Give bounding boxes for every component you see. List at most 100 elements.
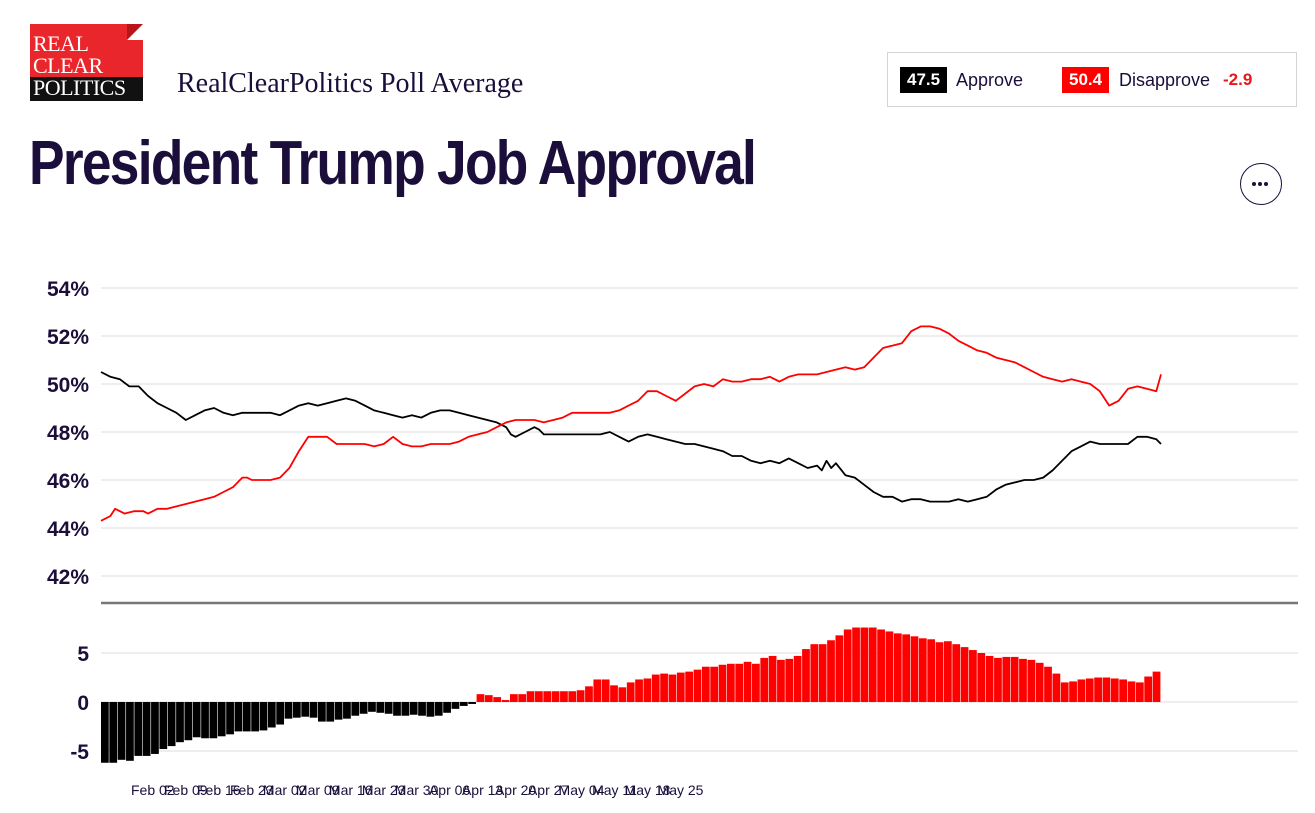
- spread-bar: [1019, 658, 1027, 702]
- spread-bar: [585, 686, 593, 702]
- spread-bar: [284, 702, 293, 719]
- spread-bar: [910, 636, 919, 702]
- spread-bar: [368, 702, 376, 712]
- x-tick-label: Mar 23: [362, 782, 406, 798]
- spread-bar: [977, 653, 986, 702]
- y-tick-label: 48%: [47, 422, 89, 445]
- spread-bar: [351, 702, 360, 716]
- spread-bar: [1085, 678, 1094, 702]
- spread-bar: [167, 702, 176, 747]
- disapprove-label: Disapprove: [1119, 70, 1211, 90]
- spread-bar: [768, 655, 777, 702]
- spread-bar: [551, 691, 560, 702]
- spread-bar: [117, 702, 126, 760]
- spread-bar-chart: 5 0 -5: [70, 627, 1298, 764]
- spread-bar: [760, 657, 769, 702]
- spread-bar: [835, 635, 844, 702]
- spread-bar: [927, 639, 936, 702]
- spread-bar: [226, 702, 234, 735]
- logo-line-1: REAL: [33, 31, 89, 56]
- spread-bar: [326, 702, 335, 722]
- spread-bar: [785, 658, 794, 702]
- spread-bar: [176, 702, 184, 743]
- spread-bar: [952, 644, 961, 702]
- spread-bar: [818, 644, 827, 702]
- spread-bar: [601, 679, 610, 702]
- x-tick-label: Apr 20: [495, 782, 536, 798]
- spread-bar: [376, 702, 385, 713]
- x-tick-label: Feb 09: [164, 782, 208, 798]
- spread-bar: [777, 659, 785, 702]
- more-horizontal-icon-dot: [1264, 182, 1268, 186]
- approval-line-chart: 54% 52% 50% 48% 46% 44% 42%: [47, 278, 1298, 605]
- spread-bar: [509, 694, 518, 702]
- spread-bar: [626, 682, 635, 702]
- x-tick-label: May 04: [559, 782, 605, 798]
- spread-bar: [1119, 679, 1128, 702]
- spread-bar: [192, 702, 201, 738]
- spread-bar: [810, 644, 819, 702]
- rcp-logo[interactable]: REAL CLEAR POLITICS: [30, 24, 143, 101]
- x-tick-label: Apr 13: [462, 782, 503, 798]
- spread-bar: [443, 702, 451, 713]
- spread-bar: [526, 691, 535, 702]
- spread-bar: [535, 691, 543, 702]
- spread-bar: [267, 702, 276, 728]
- spread-bar: [610, 685, 618, 702]
- spread-bar: [1044, 666, 1052, 702]
- logo-line-2: CLEAR: [33, 53, 103, 78]
- spread-value: -2.9: [1223, 70, 1253, 89]
- spread-bar: [451, 702, 460, 709]
- spread-bar: [1110, 678, 1119, 702]
- spread-bar: [1052, 673, 1061, 702]
- spread-bar: [109, 702, 118, 763]
- x-tick-label: May 25: [658, 782, 704, 798]
- more-horizontal-icon-dot: [1258, 182, 1262, 186]
- spread-bar: [685, 671, 693, 702]
- bar-y-tick-label: 5: [77, 643, 89, 666]
- disapprove-series-line: [100, 325, 1162, 522]
- spread-bar: [710, 666, 719, 702]
- spread-bar: [242, 702, 251, 732]
- spread-bar: [1035, 662, 1044, 702]
- spread-bar: [885, 631, 894, 702]
- spread-bar: [969, 650, 977, 702]
- approve-label: Approve: [956, 70, 1024, 90]
- spread-bar: [201, 702, 209, 739]
- spread-bar: [251, 702, 259, 732]
- spread-bar: [902, 634, 911, 702]
- spread-bar: [142, 702, 151, 756]
- spread-bar: [1094, 677, 1102, 702]
- spread-bar: [843, 629, 852, 702]
- y-tick-label: 54%: [47, 278, 89, 301]
- x-tick-label: Mar 02: [263, 782, 307, 798]
- spread-bar: [1102, 677, 1111, 702]
- spread-bar: [1135, 682, 1144, 702]
- page-subtitle: RealClearPolitics Poll Average: [177, 68, 524, 99]
- y-tick-label: 52%: [47, 326, 89, 349]
- x-tick-label: Feb 02: [131, 782, 175, 798]
- spread-bar: [543, 691, 552, 702]
- bar-y-tick-label: -5: [70, 741, 89, 764]
- logo-fold-corner: [127, 24, 143, 40]
- spread-bar: [384, 702, 393, 714]
- spread-bar: [459, 702, 468, 706]
- spread-bar: [301, 702, 310, 717]
- spread-bar: [501, 700, 510, 702]
- spread-bar: [126, 702, 134, 761]
- spread-bar: [393, 702, 401, 716]
- spread-bar: [852, 627, 860, 702]
- spread-bar: [868, 627, 877, 702]
- spread-bar: [676, 672, 685, 702]
- spread-bar: [1069, 681, 1077, 702]
- spread-bar: [877, 629, 885, 702]
- x-tick-label: Mar 30: [395, 782, 439, 798]
- spread-bar: [468, 702, 476, 704]
- x-tick-label: Mar 09: [296, 782, 340, 798]
- more-options-button[interactable]: [1240, 163, 1282, 205]
- spread-bar: [259, 702, 268, 731]
- spread-bar: [718, 664, 727, 702]
- spread-bar: [1144, 676, 1153, 702]
